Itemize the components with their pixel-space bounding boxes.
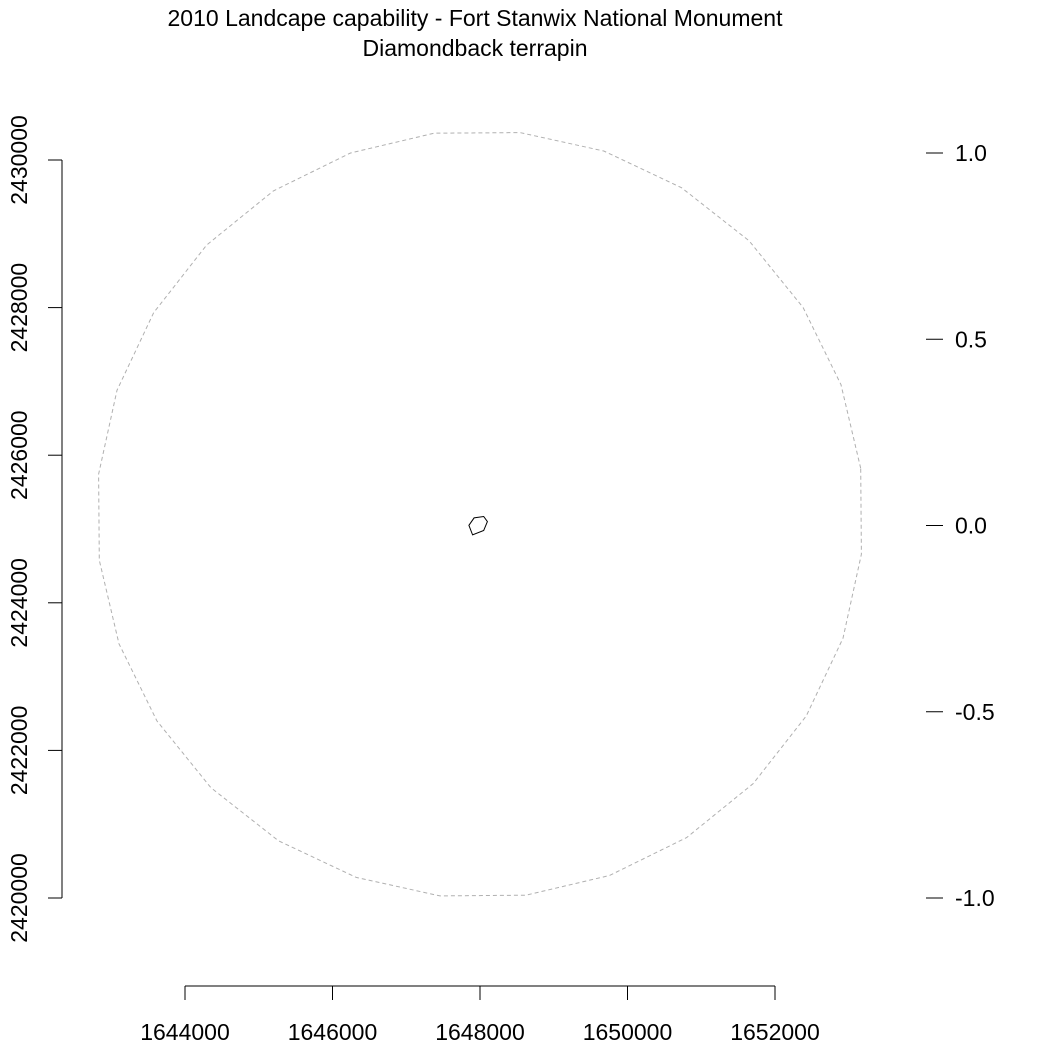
y-tick-label: 2424000	[6, 558, 32, 648]
y-tick-label: 2428000	[6, 263, 32, 353]
x-tick-label: 1644000	[140, 1019, 230, 1045]
legend-scale: 1.0 0.5 0.0 -0.5 -1.0	[926, 140, 995, 911]
y-tick-label: 2422000	[6, 706, 32, 796]
y-tick-label: 2430000	[6, 115, 32, 205]
x-axis: 1644000 1646000 1648000 1650000 1652000	[140, 985, 820, 1045]
buffer-zone	[98, 132, 862, 897]
park-boundary	[468, 515, 488, 536]
scale-tick-label: 1.0	[955, 140, 987, 166]
y-tick-label: 2420000	[6, 853, 32, 943]
buffer-boundary-line	[98, 132, 862, 897]
x-tick-label: 1646000	[288, 1019, 378, 1045]
scale-tick-label: -1.0	[955, 885, 995, 911]
map-title-line1: 2010 Landcape capability - Fort Stanwix …	[168, 5, 784, 31]
scale-tick-label: -0.5	[955, 699, 995, 725]
x-tick-label: 1650000	[583, 1019, 673, 1045]
y-tick-label: 2426000	[6, 410, 32, 500]
scale-tick-label: 0.5	[955, 326, 987, 352]
y-axis: 2420000 2422000 2424000 2426000 2428000 24300…	[6, 115, 63, 943]
park-outline	[468, 515, 488, 536]
scale-tick-label: 0.0	[955, 513, 987, 539]
x-tick-label: 1652000	[730, 1019, 820, 1045]
map-title-line2: Diamondback terrapin	[362, 35, 587, 61]
x-tick-label: 1648000	[435, 1019, 525, 1045]
